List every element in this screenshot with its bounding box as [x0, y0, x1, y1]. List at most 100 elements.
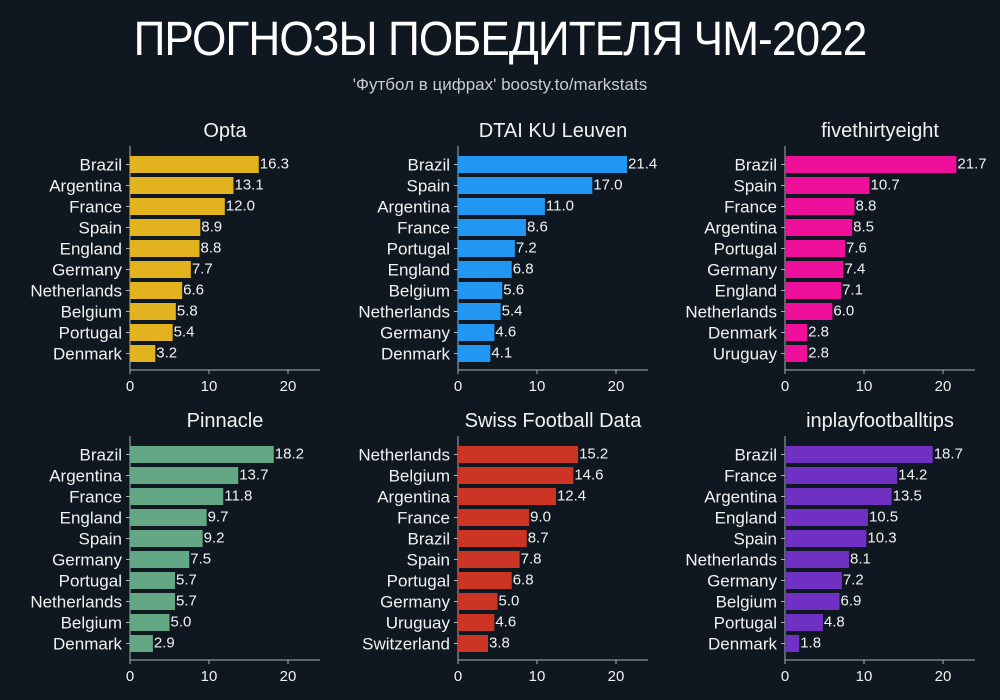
category-label: Netherlands — [30, 282, 122, 301]
value-label: 6.0 — [833, 303, 854, 320]
bar-netherlands — [785, 551, 849, 568]
category-label: Argentina — [49, 177, 122, 196]
category-label: Spain — [734, 530, 777, 549]
value-label: 11.0 — [546, 198, 574, 215]
bar-portugal — [458, 240, 515, 257]
value-label: 5.4 — [174, 324, 195, 341]
value-label: 7.2 — [843, 572, 864, 589]
bar-france — [785, 198, 855, 215]
category-label: England — [715, 509, 777, 528]
bar-brazil — [785, 446, 933, 463]
value-label: 17.0 — [593, 177, 622, 194]
category-label: Spain — [407, 551, 450, 570]
value-label: 2.8 — [808, 324, 829, 341]
category-label: Switzerland — [362, 635, 450, 654]
category-label: Brazil — [407, 530, 450, 549]
value-label: 13.5 — [893, 488, 922, 505]
x-tick-label: 0 — [781, 668, 789, 685]
value-label: 13.7 — [239, 467, 268, 484]
value-label: 10.5 — [869, 509, 898, 526]
panel-title-1: DTAI KU Leuven — [479, 120, 628, 142]
bar-portugal — [130, 324, 173, 341]
x-tick-label: 10 — [529, 378, 546, 395]
category-label: Portugal — [387, 240, 450, 259]
value-label: 8.6 — [527, 219, 548, 236]
value-label: 12.4 — [557, 488, 586, 505]
value-label: 5.7 — [176, 572, 197, 589]
category-label: Brazil — [79, 156, 122, 175]
value-label: 8.7 — [528, 530, 549, 547]
panel-title-0: Opta — [203, 120, 247, 142]
value-label: 7.4 — [844, 261, 865, 278]
bar-argentina — [785, 219, 853, 236]
bar-spain — [458, 551, 520, 568]
bar-brazil — [785, 156, 957, 173]
category-label: Denmark — [53, 345, 122, 364]
bar-spain — [458, 177, 593, 194]
category-label: Belgium — [61, 303, 122, 322]
value-label: 3.2 — [156, 345, 177, 362]
value-label: 12.0 — [226, 198, 255, 215]
value-label: 21.7 — [957, 156, 986, 173]
category-label: Portugal — [387, 572, 450, 591]
category-label: Argentina — [704, 219, 777, 238]
value-label: 9.7 — [208, 509, 229, 526]
bar-brazil — [130, 156, 259, 173]
category-label: France — [724, 198, 777, 217]
category-label: Denmark — [53, 635, 122, 654]
bar-denmark — [785, 324, 808, 341]
value-label: 3.8 — [489, 635, 510, 652]
category-label: France — [69, 198, 122, 217]
category-label: England — [715, 282, 777, 301]
value-label: 8.8 — [856, 198, 877, 215]
bar-spain — [130, 219, 201, 236]
category-label: Netherlands — [685, 551, 777, 570]
category-label: Belgium — [61, 614, 122, 633]
category-label: England — [388, 261, 450, 280]
value-label: 4.6 — [495, 614, 516, 631]
category-label: Spain — [79, 530, 122, 549]
category-label: Denmark — [708, 635, 777, 654]
x-tick-label: 20 — [935, 668, 952, 685]
category-label: Denmark — [381, 345, 450, 364]
value-label: 9.0 — [530, 509, 551, 526]
bar-belgium — [458, 467, 574, 484]
value-label: 18.7 — [934, 446, 963, 463]
bar-spain — [785, 530, 867, 547]
value-label: 13.1 — [234, 177, 263, 194]
category-label: Belgium — [389, 467, 450, 486]
bar-uruguay — [458, 614, 495, 631]
category-label: Spain — [734, 177, 777, 196]
value-label: 16.3 — [260, 156, 289, 173]
x-tick-label: 10 — [856, 668, 873, 685]
bar-england — [130, 509, 207, 526]
value-label: 4.1 — [491, 345, 512, 362]
category-label: Argentina — [49, 467, 122, 486]
x-tick-label: 0 — [126, 668, 134, 685]
value-label: 6.8 — [513, 572, 534, 589]
category-label: Brazil — [734, 446, 777, 465]
value-label: 5.6 — [503, 282, 524, 299]
value-label: 10.7 — [871, 177, 900, 194]
category-label: Germany — [707, 261, 777, 280]
bar-belgium — [130, 303, 176, 320]
category-label: Portugal — [714, 240, 777, 259]
bar-denmark — [458, 345, 491, 362]
bar-england — [785, 282, 842, 299]
bar-germany — [458, 324, 495, 341]
bar-netherlands — [130, 282, 183, 299]
value-label: 5.4 — [502, 303, 523, 320]
bar-argentina — [458, 488, 556, 505]
value-label: 7.1 — [842, 282, 863, 299]
category-label: England — [60, 509, 122, 528]
x-tick-label: 10 — [529, 668, 546, 685]
category-label: France — [397, 509, 450, 528]
category-label: France — [397, 219, 450, 238]
bar-belgium — [130, 614, 170, 631]
category-label: Argentina — [377, 488, 450, 507]
value-label: 1.8 — [800, 635, 821, 652]
value-label: 21.4 — [628, 156, 657, 173]
value-label: 7.2 — [516, 240, 537, 257]
value-label: 2.9 — [154, 635, 175, 652]
bar-spain — [130, 530, 203, 547]
